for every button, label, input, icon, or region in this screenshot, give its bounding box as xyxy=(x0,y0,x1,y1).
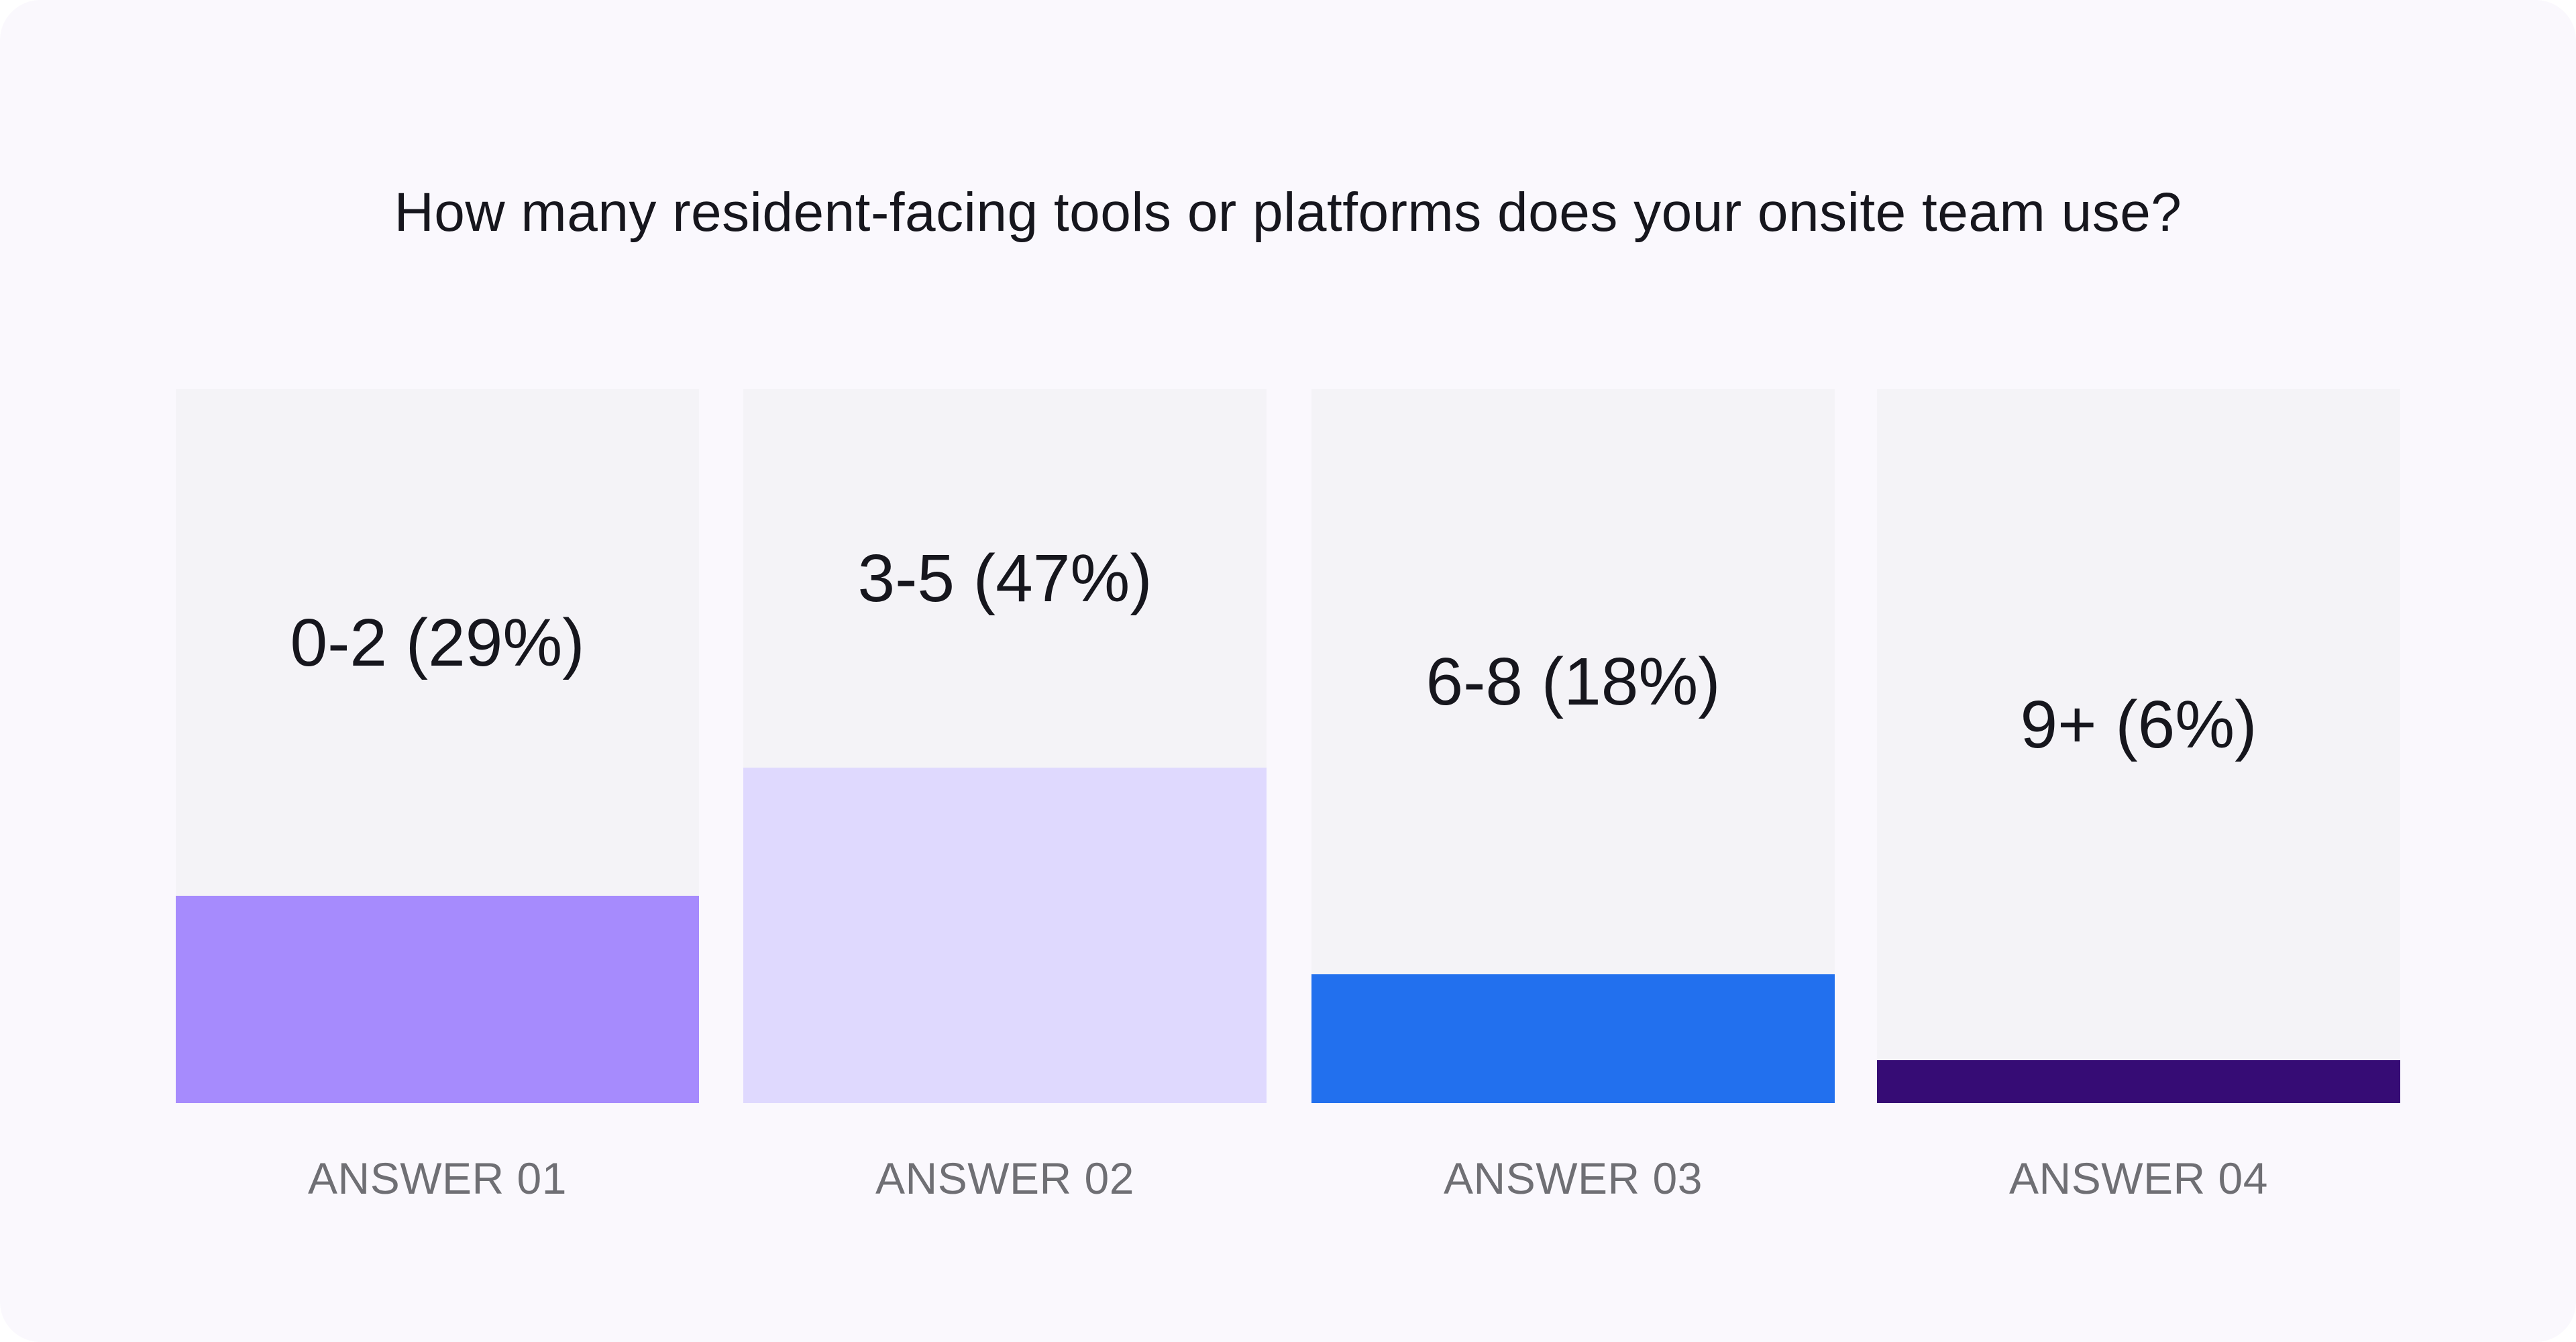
category-label: ANSWER 02 xyxy=(875,1153,1134,1203)
chart-title: How many resident-facing tools or platfo… xyxy=(394,182,2182,243)
data-label: 9+ (6%) xyxy=(2020,687,2257,762)
category-label: ANSWER 01 xyxy=(308,1153,567,1203)
bar xyxy=(743,768,1267,1103)
bar-track: 6-8 (18%) xyxy=(1311,389,1835,1103)
bar xyxy=(1311,974,1835,1103)
bar-track: 3-5 (47%) xyxy=(743,389,1267,1103)
bar-track: 0-2 (29%) xyxy=(176,389,699,1103)
data-label: 0-2 (29%) xyxy=(290,605,585,680)
category-label: ANSWER 04 xyxy=(2009,1153,2268,1203)
bar-track: 9+ (6%) xyxy=(1877,389,2400,1103)
data-label: 6-8 (18%) xyxy=(1426,644,1721,719)
data-label: 3-5 (47%) xyxy=(857,541,1152,616)
category-label: ANSWER 03 xyxy=(1444,1153,1703,1203)
bar xyxy=(176,896,699,1103)
bar xyxy=(1877,1060,2400,1103)
